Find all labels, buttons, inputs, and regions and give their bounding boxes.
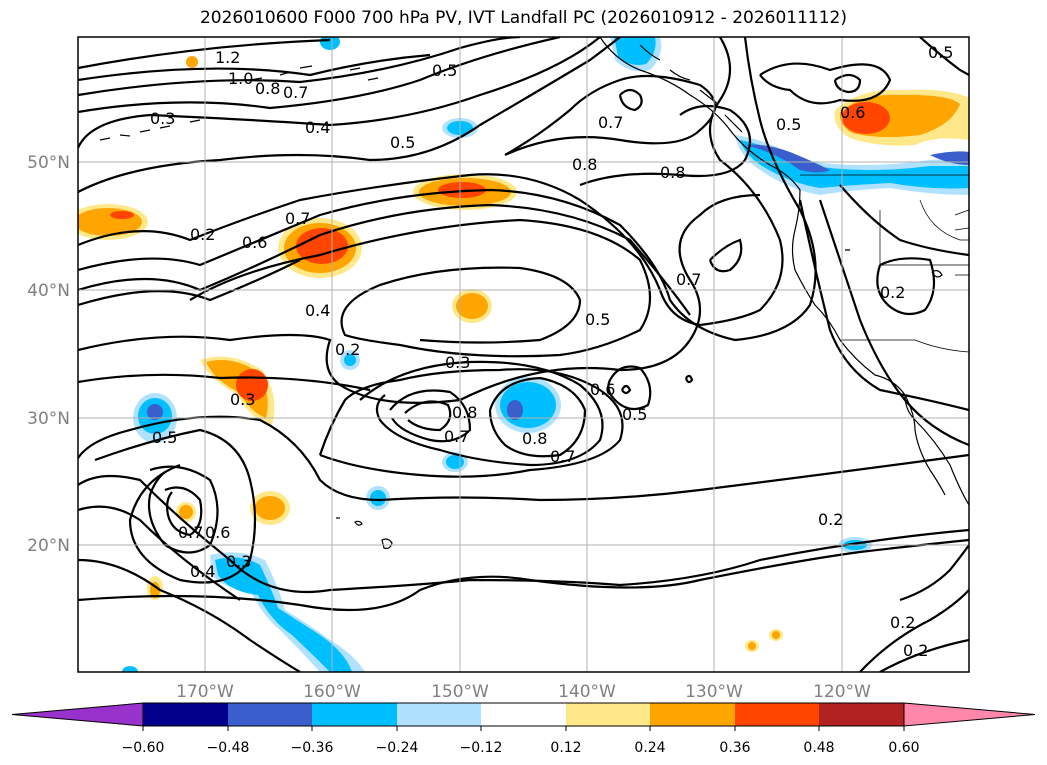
lat-label: 20°N: [27, 536, 70, 556]
contour-label: 0.4: [305, 118, 330, 137]
gridlines: [78, 37, 969, 672]
coastlines: [99, 37, 969, 550]
colorbar: [11, 702, 1036, 731]
contour-label: 0.7: [550, 447, 575, 466]
latitude-labels: 50°N 40°N 30°N 20°N: [27, 153, 70, 556]
lon-label: 150°W: [431, 682, 489, 702]
positive-anomaly-patch-south: [250, 491, 290, 525]
negative-anomaly-patch-center: [495, 377, 561, 433]
contour-label: 0.5: [152, 428, 177, 447]
shading-layer: [78, 37, 969, 672]
contour-label: 0.5: [928, 43, 953, 62]
contour-label: 0.7: [285, 209, 310, 228]
lon-label: 130°W: [685, 682, 743, 702]
contour-label: 0.5: [432, 61, 457, 80]
lon-label: 170°W: [176, 682, 234, 702]
contour-label: 0.8: [452, 403, 477, 422]
lon-label: 140°W: [558, 682, 616, 702]
colorbar-tick: −0.12: [460, 740, 503, 756]
map-frame: [77, 36, 970, 673]
colorbar-tick: 0.12: [550, 740, 581, 756]
negative-anomaly-patch-south: [210, 552, 365, 672]
colorbar-segment: [650, 703, 735, 726]
contour-label: 1.2: [215, 48, 240, 67]
colorbar-extend-min: [11, 702, 144, 727]
contour-label: 0.4: [190, 562, 215, 581]
contour-label: 0.4: [305, 301, 330, 320]
contour-label: 0.7: [178, 523, 203, 542]
contour-label: 0.6: [205, 523, 230, 542]
contour-label: 0.3: [230, 390, 255, 409]
positive-anomaly-patch-center: [452, 289, 492, 323]
contour-label: 0.2: [818, 510, 843, 529]
contour-label: 0.5: [622, 405, 647, 424]
lat-label: 50°N: [27, 153, 70, 173]
contour-label: 0.2: [880, 283, 905, 302]
colorbar-outline: [142, 702, 905, 727]
contour-label: 0.2: [190, 225, 215, 244]
colorbar-segment: [566, 703, 650, 726]
colorbar-tick: 0.60: [888, 740, 919, 756]
colorbar-segment: [397, 703, 481, 726]
contour-label: 0.8: [255, 79, 280, 98]
negative-anomaly-patch-coast: [735, 135, 969, 195]
colorbar-tick: −0.60: [122, 740, 165, 756]
contour-label: 0.7: [676, 270, 701, 289]
contour-label: 1.0: [228, 69, 253, 88]
colorbar-segment: [143, 703, 228, 726]
positive-anomaly-patch-northeast: [834, 89, 969, 146]
contour-label: 0.8: [522, 429, 547, 448]
colorbar-tick: 0.48: [803, 740, 834, 756]
colorbar-tick: 0.24: [634, 740, 665, 756]
colorbar-segment: [735, 703, 819, 726]
positive-anomaly-patch-hawaii-north: [278, 218, 362, 278]
contour-label: 0.7: [444, 427, 469, 446]
colorbar-extend-max: [903, 702, 1036, 727]
contour-label: 0.2: [890, 613, 915, 632]
lon-label: 120°W: [813, 682, 871, 702]
colorbar-segment: [481, 703, 566, 726]
colorbar-tick: 0.36: [719, 740, 750, 756]
contour-label: 0.8: [572, 155, 597, 174]
contour-label: 0.5: [776, 115, 801, 134]
contour-label: 0.2: [903, 641, 928, 660]
colorbar-tick: −0.36: [291, 740, 334, 756]
lat-label: 40°N: [27, 281, 70, 301]
contour-label: 0.3: [445, 353, 470, 372]
lat-label: 30°N: [27, 409, 70, 429]
contour-label: 0.6: [590, 380, 615, 399]
lon-label: 160°W: [303, 682, 361, 702]
chart-title: 2026010600 F000 700 hPa PV, IVT Landfall…: [199, 8, 847, 28]
colorbar-tick: −0.48: [207, 740, 250, 756]
contour-label: 0.6: [242, 233, 267, 252]
contour-label: 0.3: [226, 552, 251, 571]
colorbar-segment: [228, 703, 312, 726]
pv-contours: [78, 37, 969, 672]
contour-labels: 1.2 1.0 0.8 0.7 0.3 0.4 0.5 0.5 0.7 0.8 …: [150, 43, 953, 660]
longitude-labels: 170°W 160°W 150°W 140°W 130°W 120°W: [176, 682, 871, 702]
colorbar-segment: [819, 703, 904, 726]
contour-label: 0.3: [150, 109, 175, 128]
contour-label: 0.6: [840, 103, 865, 122]
contour-label: 0.2: [335, 340, 360, 359]
contour-label: 0.7: [598, 113, 623, 132]
contour-label: 0.8: [660, 163, 685, 182]
colorbar-ticks: −0.60 −0.48 −0.36 −0.24 −0.12 0.12 0.24 …: [122, 740, 920, 756]
contour-label: 0.5: [390, 133, 415, 152]
contour-label: 0.5: [585, 310, 610, 329]
colorbar-tick: −0.24: [376, 740, 419, 756]
colorbar-segment: [312, 703, 397, 726]
contour-label: 0.7: [283, 83, 308, 102]
